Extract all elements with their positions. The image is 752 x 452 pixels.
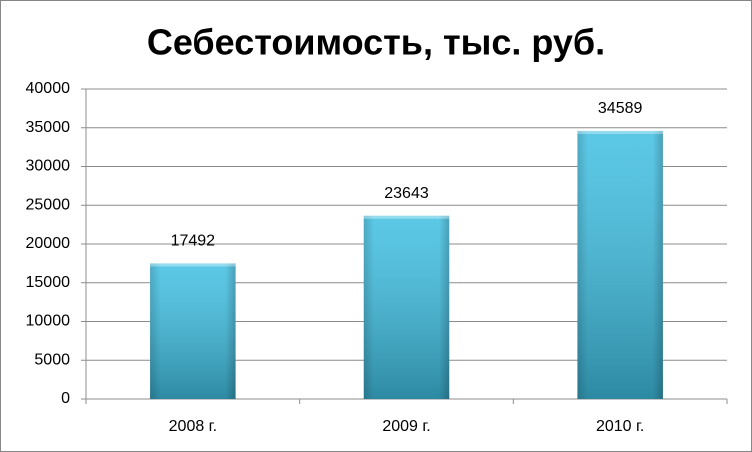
data-label: 17492 [171,233,216,250]
x-tick-label: 2009 г. [382,418,430,435]
bar-cap [577,130,663,134]
y-tick-label: 5000 [34,351,70,368]
data-label: 23643 [384,185,429,202]
x-tick-label: 2008 г. [169,418,217,435]
bar-cap [363,215,450,219]
y-tick-label: 40000 [26,80,71,97]
bar-cap [150,263,236,267]
y-tick-label: 35000 [26,119,71,136]
y-tick-label: 0 [61,390,70,407]
bar-edge [150,263,236,399]
bar-edge [577,130,663,400]
chart-title: Себестоимость, тыс. руб. [147,22,605,63]
y-tick-label: 15000 [26,274,71,291]
data-label: 34589 [598,100,643,117]
bar-edge [363,215,450,399]
y-tick-label: 25000 [26,196,71,213]
y-tick-label: 10000 [26,313,71,330]
x-tick-label: 2010 г. [596,418,644,435]
y-tick-label: 30000 [26,158,71,175]
y-tick-label: 20000 [26,235,71,252]
